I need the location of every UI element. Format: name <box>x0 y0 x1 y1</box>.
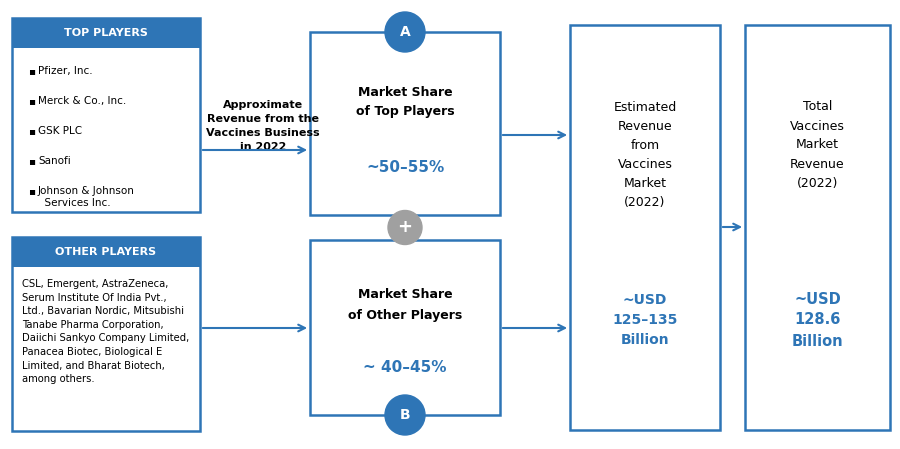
Text: Sanofi: Sanofi <box>38 156 71 166</box>
Text: Johnson & Johnson
  Services Inc.: Johnson & Johnson Services Inc. <box>38 186 135 208</box>
Circle shape <box>385 12 425 52</box>
Text: Estimated
Revenue
from
Vaccines
Market
(2022): Estimated Revenue from Vaccines Market (… <box>614 101 677 209</box>
Bar <box>12 18 200 212</box>
Text: B: B <box>400 408 410 422</box>
Text: ~50–55%: ~50–55% <box>366 159 444 175</box>
Text: GSK PLC: GSK PLC <box>38 126 82 136</box>
Text: of Other Players: of Other Players <box>348 308 462 321</box>
Text: ▪: ▪ <box>28 66 35 76</box>
Text: ~USD
128.6
Billion: ~USD 128.6 Billion <box>792 291 843 348</box>
Bar <box>12 237 200 267</box>
Text: Market Share: Market Share <box>357 85 453 98</box>
Text: Market Share: Market Share <box>357 289 453 301</box>
Text: Total
Vaccines
Market
Revenue
(2022): Total Vaccines Market Revenue (2022) <box>790 101 845 189</box>
Text: CSL, Emergent, AstraZeneca,
Serum Institute Of India Pvt.,
Ltd., Bavarian Nordic: CSL, Emergent, AstraZeneca, Serum Instit… <box>22 279 189 384</box>
Bar <box>310 32 500 215</box>
Text: A: A <box>400 25 410 39</box>
Text: of Top Players: of Top Players <box>356 106 454 119</box>
Bar <box>745 25 890 430</box>
Text: Merck & Co., Inc.: Merck & Co., Inc. <box>38 96 126 106</box>
Text: ▪: ▪ <box>28 96 35 106</box>
Text: ~USD
125–135
Billion: ~USD 125–135 Billion <box>612 294 678 347</box>
Text: ▪: ▪ <box>28 186 35 196</box>
Circle shape <box>385 395 425 435</box>
Text: ▪: ▪ <box>28 126 35 136</box>
Bar <box>12 18 200 48</box>
Bar <box>310 240 500 415</box>
Text: ▪: ▪ <box>28 156 35 166</box>
Circle shape <box>388 211 422 245</box>
Text: TOP PLAYERS: TOP PLAYERS <box>64 28 148 38</box>
Text: Pfizer, Inc.: Pfizer, Inc. <box>38 66 93 76</box>
Text: Approximate
Revenue from the
Vaccines Business
in 2022: Approximate Revenue from the Vaccines Bu… <box>206 100 320 152</box>
Text: OTHER PLAYERS: OTHER PLAYERS <box>56 247 157 257</box>
Text: +: + <box>398 219 412 237</box>
Text: ~ 40–45%: ~ 40–45% <box>364 361 446 375</box>
Bar <box>12 237 200 431</box>
Bar <box>570 25 720 430</box>
